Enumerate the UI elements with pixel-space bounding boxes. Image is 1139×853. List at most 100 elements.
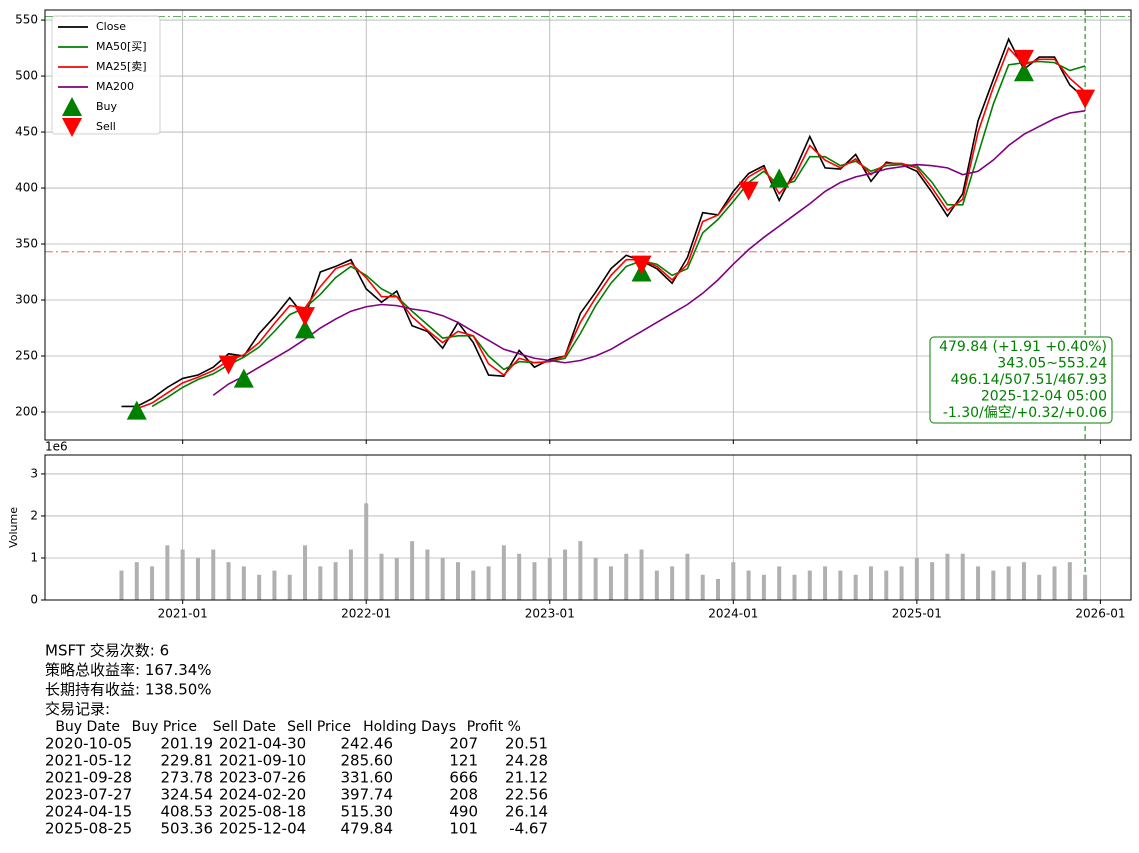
volume-bar xyxy=(410,541,415,600)
table-cell: 21.12 xyxy=(505,769,548,787)
volume-bar xyxy=(685,553,690,600)
volume-bar xyxy=(960,553,965,600)
volume-bar xyxy=(991,570,996,600)
volume-bar xyxy=(945,553,950,600)
annotation-text: 496.14/507.51/467.93 xyxy=(951,372,1107,388)
table-header: Buy Date xyxy=(55,719,120,735)
volume-bar xyxy=(899,566,904,600)
volume-bar xyxy=(593,557,598,600)
offset-label: 1e6 xyxy=(45,440,68,454)
table-cell: 2021-04-30 xyxy=(219,735,306,753)
x-tick-label: 2023-01 xyxy=(525,607,575,621)
y-tick-label: 3 xyxy=(30,466,38,480)
table-cell: 2025-08-18 xyxy=(219,803,306,821)
table-cell: 515.30 xyxy=(341,803,394,821)
volume-bar xyxy=(792,574,797,600)
buy-marker xyxy=(1013,62,1034,82)
volume-bar xyxy=(1052,566,1057,600)
volume-bar xyxy=(976,566,981,600)
volume-bar xyxy=(884,570,889,600)
series-line xyxy=(121,37,1086,408)
volume-bar xyxy=(134,562,139,600)
x-tick-label: 2026-01 xyxy=(1075,607,1125,621)
sell-marker xyxy=(738,181,759,201)
y-tick-label: 450 xyxy=(15,125,38,139)
volume-bar xyxy=(578,541,583,600)
volume-bar xyxy=(1067,562,1072,600)
volume-bar xyxy=(425,549,430,600)
table-cell: 479.84 xyxy=(341,820,394,838)
volume-bar xyxy=(777,566,782,600)
table-cell: 208 xyxy=(449,786,478,804)
y-tick-label: 300 xyxy=(15,293,38,307)
volume-bar xyxy=(150,566,155,600)
y-tick-label: 350 xyxy=(15,237,38,251)
volume-bar xyxy=(287,574,292,600)
table-cell: 2020-10-05 xyxy=(45,735,132,753)
volume-bar xyxy=(639,549,644,600)
volume-bar xyxy=(532,562,537,600)
table-cell: 2023-07-26 xyxy=(219,769,306,787)
plot-frame xyxy=(44,9,1132,441)
y-tick-label: 0 xyxy=(30,593,38,607)
y-tick-label: 1 xyxy=(30,550,38,564)
table-cell: 331.60 xyxy=(341,769,394,787)
table-cell: 22.56 xyxy=(505,786,548,804)
table-cell: 2024-02-20 xyxy=(219,786,306,804)
legend-label: Buy xyxy=(96,100,118,113)
table-cell: 285.60 xyxy=(341,752,394,770)
legend-label: MA50[买] xyxy=(96,40,147,53)
volume-bar xyxy=(1083,574,1088,600)
table-cell: 408.53 xyxy=(161,803,214,821)
buy-marker xyxy=(233,368,254,388)
volume-bar xyxy=(868,566,873,600)
y-tick-label: 250 xyxy=(15,349,38,363)
y-tick-label: 200 xyxy=(15,405,38,419)
volume-bar xyxy=(700,574,705,600)
table-cell: 490 xyxy=(449,803,478,821)
volume-bar xyxy=(364,503,369,600)
volume-bar xyxy=(670,566,675,600)
table-cell: 397.74 xyxy=(341,786,394,804)
volume-bar xyxy=(318,566,323,600)
table-cell: 2025-08-25 xyxy=(45,820,132,838)
table-cell: 2021-09-10 xyxy=(219,752,306,770)
legend-label: MA200 xyxy=(96,80,134,93)
table-cell: 2025-12-04 xyxy=(219,820,306,838)
volume-bar xyxy=(180,549,185,600)
table-cell: 229.81 xyxy=(161,752,214,770)
x-tick-label: 2024-01 xyxy=(708,607,758,621)
x-tick-label: 2022-01 xyxy=(341,607,391,621)
volume-bar xyxy=(257,574,262,600)
table-header: Profit % xyxy=(467,719,521,735)
volume-bar xyxy=(119,570,124,600)
table-cell: 2021-09-28 xyxy=(45,769,132,787)
annotation-text: 343.05~553.24 xyxy=(997,356,1107,372)
sell-marker xyxy=(631,255,652,275)
table-header: Sell Date xyxy=(213,719,276,735)
volume-bar xyxy=(716,578,721,600)
table-cell: 2024-04-15 xyxy=(45,803,132,821)
volume-bar xyxy=(853,574,858,600)
y-tick-label: 2 xyxy=(30,508,38,522)
volume-bar xyxy=(241,566,246,600)
legend-swatch xyxy=(62,118,82,137)
sell-marker xyxy=(218,355,239,375)
table-header: Holding Days xyxy=(363,719,456,735)
report-line: 交易记录: xyxy=(45,700,110,718)
volume-bar xyxy=(914,557,919,600)
volume-bar xyxy=(823,566,828,600)
volume-bar xyxy=(838,570,843,600)
volume-bar xyxy=(486,566,491,600)
legend-label: Sell xyxy=(96,120,116,133)
table-cell: 503.36 xyxy=(161,820,214,838)
volume-bar xyxy=(731,562,736,600)
volume-bar xyxy=(394,557,399,600)
table-cell: 26.14 xyxy=(505,803,548,821)
volume-bar xyxy=(455,562,460,600)
volume-bar xyxy=(654,570,659,600)
table-cell: 24.28 xyxy=(505,752,548,770)
volume-bar xyxy=(930,562,935,600)
y-tick-label: 550 xyxy=(15,13,38,27)
